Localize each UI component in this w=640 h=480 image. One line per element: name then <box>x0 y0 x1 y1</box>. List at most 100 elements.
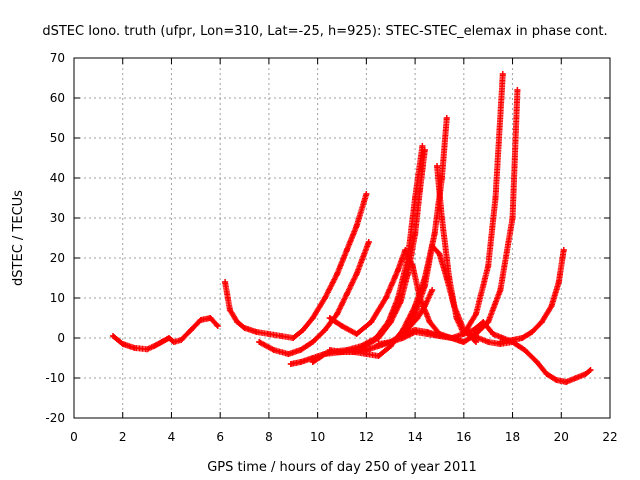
data-point <box>166 335 173 341</box>
data-point <box>365 239 372 245</box>
data-point <box>465 331 472 337</box>
data-point <box>446 275 453 281</box>
series-markers <box>222 191 370 341</box>
data-point <box>339 323 345 329</box>
data-point <box>419 143 426 149</box>
data-point <box>480 319 487 325</box>
data-point <box>343 247 350 253</box>
data-point <box>387 319 394 325</box>
data-point <box>343 291 350 297</box>
data-point <box>421 283 428 289</box>
data-point <box>473 311 479 317</box>
data-point <box>519 335 526 341</box>
data-point <box>436 333 443 339</box>
series-14 <box>497 247 567 345</box>
data-point <box>475 335 482 341</box>
data-point <box>368 319 375 325</box>
data-point <box>514 87 521 93</box>
x-tick-label: 18 <box>505 430 520 444</box>
data-point <box>460 339 467 345</box>
y-tick-label: 30 <box>50 211 65 225</box>
data-point <box>409 263 416 269</box>
data-point <box>492 195 499 201</box>
series-3 <box>256 239 372 357</box>
data-point <box>426 319 433 325</box>
data-point <box>399 331 406 337</box>
data-point <box>404 271 411 277</box>
y-tick-label: 60 <box>50 91 65 105</box>
data-point <box>473 339 479 345</box>
x-tick-label: 22 <box>602 430 617 444</box>
data-point <box>560 247 567 253</box>
data-point <box>499 71 506 77</box>
data-point <box>509 215 516 221</box>
data-point <box>412 231 419 237</box>
series-10 <box>387 87 521 345</box>
y-tick-label: -10 <box>45 371 65 385</box>
data-point <box>529 329 536 335</box>
x-tick-label: 16 <box>456 430 471 444</box>
x-tick-label: 2 <box>119 430 127 444</box>
data-point <box>309 359 316 365</box>
data-point <box>270 347 277 353</box>
data-point <box>382 295 389 301</box>
data-point <box>297 359 304 365</box>
y-tick-label: 10 <box>50 291 65 305</box>
data-point <box>436 251 443 257</box>
x-tick-label: 0 <box>70 430 78 444</box>
data-point <box>387 339 394 345</box>
x-tick-label: 8 <box>265 430 273 444</box>
data-point <box>412 327 419 333</box>
data-point <box>178 337 185 343</box>
data-point <box>412 311 419 317</box>
data-point <box>300 327 307 333</box>
data-point <box>429 243 436 249</box>
data-point <box>448 335 455 341</box>
data-point <box>538 319 545 325</box>
data-point <box>326 347 333 353</box>
x-tick-label: 6 <box>216 430 224 444</box>
data-point <box>119 341 126 347</box>
data-point <box>290 335 297 341</box>
series-2 <box>222 191 370 341</box>
data-layer <box>109 71 594 385</box>
data-point <box>429 287 436 293</box>
data-point <box>555 279 562 285</box>
data-point <box>421 147 428 153</box>
data-point <box>287 361 294 367</box>
data-point <box>424 329 431 335</box>
data-point <box>470 327 477 333</box>
data-point <box>265 331 272 337</box>
data-point <box>297 347 304 353</box>
data-point <box>553 377 560 383</box>
data-point <box>285 351 292 357</box>
data-point <box>278 333 285 339</box>
data-point <box>485 263 492 269</box>
data-point <box>170 339 177 345</box>
x-tick-label: 14 <box>407 430 422 444</box>
y-axis-label: dSTEC / TECUs <box>11 190 26 286</box>
data-point <box>416 187 423 193</box>
data-point <box>256 339 263 345</box>
data-point <box>402 327 409 333</box>
data-point <box>234 319 241 325</box>
y-tick-label: 40 <box>50 171 65 185</box>
y-tick-label: 20 <box>50 251 65 265</box>
data-point <box>109 333 116 339</box>
data-point <box>131 345 138 351</box>
data-point <box>453 315 460 321</box>
y-tick-label: 0 <box>57 331 65 345</box>
data-point <box>334 311 341 317</box>
data-point <box>187 327 194 333</box>
data-point <box>543 371 550 377</box>
x-tick-label: 4 <box>168 430 176 444</box>
data-point <box>572 375 579 381</box>
data-point <box>363 191 370 197</box>
y-tick-label: 50 <box>50 131 65 145</box>
data-point <box>563 379 570 385</box>
data-point <box>226 307 233 313</box>
y-tick-label: -20 <box>45 411 65 425</box>
series-markers <box>465 331 594 385</box>
data-point <box>582 371 589 377</box>
data-point <box>353 223 360 229</box>
